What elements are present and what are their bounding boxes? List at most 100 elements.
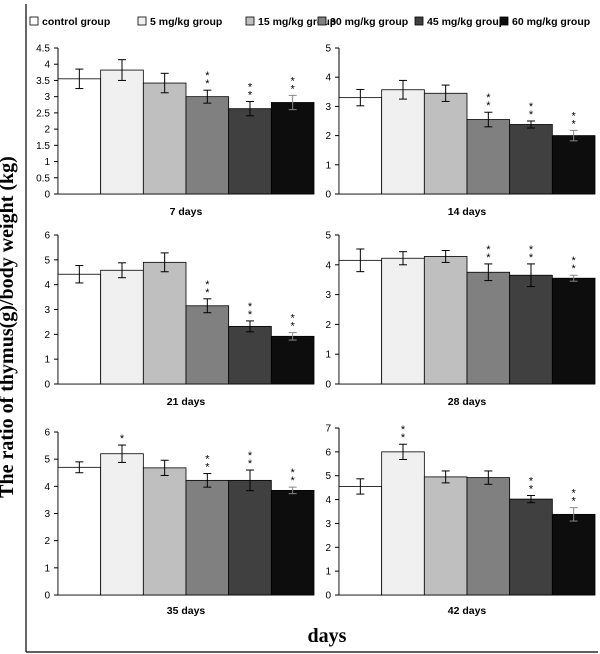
legend-item-control-group: control group [29,16,110,28]
y-tick-label: 3.5 [36,76,50,87]
y-tick-label: 2 [44,330,50,341]
y-tick-label: 1 [44,563,50,574]
significance-marker: ** [401,424,406,444]
bar-5-mg-kg-group [100,69,144,195]
panel-title: 28 days [448,396,487,408]
y-tick-label: 0 [325,591,331,602]
bar-15-mg-kg-group [142,261,187,385]
bar-15-mg-kg-group [142,82,187,195]
y-tick-label: 1 [44,355,50,366]
panel-title: 14 days [448,206,487,218]
error-bar-control-group [356,248,365,273]
y-tick-label: 4 [44,60,50,71]
y-tick-label: 0 [325,190,331,201]
bar-15-mg-kg-group [423,92,468,195]
y-tick-label: 7 [325,424,331,435]
error-bar-60-mg-kg-group [288,486,297,495]
bar-5-mg-kg-group [100,269,144,385]
legend-item-30-mg-kg-group: 30 mg/kg group [317,16,408,28]
error-bar-60-mg-kg-group [288,94,297,111]
bar-45-mg-kg-group [509,498,553,596]
y-tick-label: 0 [44,380,50,391]
y-tick-label: 1.5 [36,141,50,152]
y-tick-label: 0 [325,380,331,391]
error-bar-60-mg-kg-group [569,129,578,142]
y-tick-label: 2.5 [36,108,50,119]
significance-marker: ** [248,301,253,321]
legend-label: control group [42,16,110,28]
error-bar-5-mg-kg-group [399,79,407,100]
y-tick-label: 6 [44,428,50,439]
y-tick-label: 5 [325,471,331,482]
error-bar-30-mg-kg-group [484,111,493,128]
bar-30-mg-kg-group [466,271,511,385]
legend-swatch [137,16,147,26]
y-tick-label: 0.5 [36,173,50,184]
error-bar-45-mg-kg-group [527,495,535,504]
y-axis-label: The ratio of thymus(g)/body weight (kg) [0,156,18,498]
significance-marker: ** [529,476,534,496]
legend-label: 15 mg/kg group [258,16,336,28]
error-bar-60-mg-kg-group [569,507,578,522]
y-tick-label: 2 [325,131,331,142]
y-tick-label: 3 [325,519,331,530]
legend-swatch [317,16,327,26]
significance-marker: ** [291,75,296,95]
significance-marker: ** [529,101,534,121]
error-bar-5-mg-kg-group [118,262,126,279]
y-tick-label: 5 [44,255,50,266]
error-bar-15-mg-kg-group [441,470,450,484]
bar-5-mg-kg-group [381,89,425,195]
bar-control-group [338,97,383,195]
y-tick-label: 4.5 [36,44,50,55]
chart-panel-42-days: 0 1 2 3 4 5 6 7 ** ** ** 42 days [325,424,596,617]
panel-title: 42 days [448,605,487,617]
significance-marker: ** [248,82,253,102]
legend-label: 30 mg/kg group [330,16,408,28]
significance-marker: ** [291,313,296,333]
bar-60-mg-kg-group [551,513,596,596]
significance-marker: ** [572,255,577,275]
legend-item-15-mg-kg-group: 15 mg/kg group [245,16,336,28]
y-tick-label: 6 [44,231,50,242]
bar-30-mg-kg-group [185,305,230,385]
legend-label: 45 mg/kg group [427,16,505,28]
bar-60-mg-kg-group [551,135,596,195]
error-bar-15-mg-kg-group [441,249,450,263]
significance-marker: ** [205,70,210,90]
error-bar-5-mg-kg-group [399,251,407,266]
significance-marker: ** [486,92,491,112]
error-bar-45-mg-kg-group [246,469,254,492]
panel-title: 7 days [170,206,203,218]
error-bar-control-group [356,478,365,495]
error-bar-30-mg-kg-group [484,470,493,485]
legend-swatch [414,16,424,26]
y-tick-label: 3 [44,305,50,316]
error-bar-control-group [356,88,365,107]
error-bar-60-mg-kg-group [288,332,297,341]
y-tick-label: 3 [44,92,50,103]
error-bar-15-mg-kg-group [160,72,169,94]
error-bar-45-mg-kg-group [527,263,535,288]
error-bar-30-mg-kg-group [203,89,212,104]
bar-60-mg-kg-group [270,335,315,385]
y-tick-label: 5 [44,455,50,466]
y-tick-label: 1 [325,350,331,361]
significance-marker: ** [572,488,577,508]
bar-60-mg-kg-group [270,490,315,596]
bar-45-mg-kg-group [509,124,553,195]
significance-marker: ** [529,244,534,264]
bar-control-group [57,78,102,195]
significance-marker: ** [572,110,577,130]
error-bar-45-mg-kg-group [246,101,254,117]
bar-control-group [57,273,102,385]
bar-control-group [338,486,383,596]
legend-item-5-mg-kg-group: 5 mg/kg group [137,16,222,28]
significance-marker: ** [205,454,210,474]
bar-15-mg-kg-group [423,476,468,596]
error-bar-5-mg-kg-group [118,444,126,463]
y-tick-label: 0 [44,190,50,201]
error-bar-control-group [75,265,84,284]
y-tick-label: 2 [325,543,331,554]
bar-45-mg-kg-group [228,479,272,596]
